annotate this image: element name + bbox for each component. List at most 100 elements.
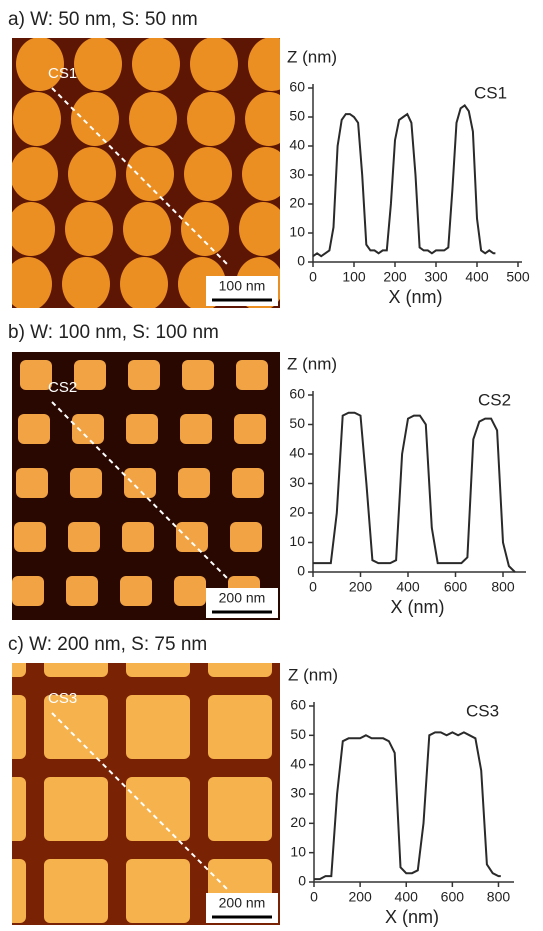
series-label: CS2: [478, 390, 511, 409]
y-tick-label: 50: [290, 726, 306, 742]
afm-feature: [14, 522, 46, 552]
afm-feature: [182, 360, 214, 390]
afm-image: CS1: [12, 38, 280, 308]
afm-feature: [12, 257, 52, 308]
afm-feature: [208, 695, 272, 759]
afm-feature: [12, 859, 26, 923]
x-axis-title: X (nm): [385, 907, 439, 927]
afm-feature: [12, 663, 26, 677]
series-label: CS3: [466, 701, 499, 720]
afm-feature: [232, 468, 264, 498]
afm-feature: [120, 257, 168, 308]
profile-line: [314, 731, 501, 881]
afm-feature: [44, 663, 108, 677]
afm-feature: [128, 360, 160, 390]
afm-feature: [68, 147, 116, 201]
x-axis-title: X (nm): [391, 597, 445, 617]
panel-title: c) W: 200 nm, S: 75 nm: [8, 634, 207, 655]
afm-feature: [12, 695, 26, 759]
x-tick-label: 800: [491, 579, 515, 595]
afm-feature: [16, 468, 48, 498]
afm-feature: [20, 360, 52, 390]
afm-feature: [66, 576, 98, 606]
afm-feature: [12, 202, 55, 256]
y-tick-label: 60: [289, 386, 305, 402]
x-tick-label: 0: [309, 269, 317, 285]
x-tick-label: 300: [424, 269, 448, 285]
afm-feature: [248, 38, 280, 91]
y-tick-label: 60: [289, 79, 305, 95]
afm-feature: [44, 695, 108, 759]
afm-feature: [126, 859, 190, 923]
afm-feature: [230, 522, 262, 552]
x-tick-label: 400: [396, 579, 420, 595]
afm-feature: [71, 92, 119, 146]
series-label: CS1: [474, 83, 507, 102]
afm-feature: [242, 147, 280, 201]
y-tick-label: 0: [297, 253, 305, 269]
y-tick-label: 40: [289, 137, 305, 153]
y-tick-label: 20: [289, 504, 305, 520]
y-tick-label: 40: [289, 445, 305, 461]
afm-feature: [123, 202, 171, 256]
scale-bar-label: 200 nm: [219, 895, 266, 911]
afm-feature: [236, 360, 268, 390]
afm-feature: [65, 202, 113, 256]
x-tick-label: 600: [444, 579, 468, 595]
afm-feature: [239, 202, 280, 256]
x-tick-label: 200: [383, 269, 407, 285]
afm-feature: [126, 147, 174, 201]
y-tick-label: 40: [290, 755, 306, 771]
afm-feature: [129, 92, 177, 146]
afm-feature: [178, 468, 210, 498]
afm-feature: [74, 38, 122, 91]
afm-feature: [16, 38, 64, 91]
afm-feature: [18, 414, 50, 444]
y-tick-label: 50: [289, 108, 305, 124]
x-tick-label: 0: [310, 889, 318, 905]
afm-feature: [12, 777, 26, 841]
afm-feature: [208, 663, 272, 677]
afm-feature: [234, 414, 266, 444]
afm-feature: [62, 257, 110, 308]
y-tick-label: 10: [289, 533, 305, 549]
cross-section-label: CS2: [48, 379, 77, 396]
afm-feature: [176, 522, 208, 552]
afm-feature: [44, 859, 108, 923]
cross-section-label: CS1: [48, 65, 77, 82]
afm-image: CS3: [12, 663, 280, 925]
x-tick-label: 500: [506, 269, 530, 285]
x-tick-label: 400: [465, 269, 489, 285]
afm-feature: [132, 38, 180, 91]
profile-line: [313, 411, 516, 573]
afm-feature: [126, 777, 190, 841]
x-tick-label: 800: [487, 889, 511, 905]
y-tick-label: 50: [289, 415, 305, 431]
panel-title: b) W: 100 nm, S: 100 nm: [8, 322, 219, 343]
afm-feature: [180, 414, 212, 444]
x-tick-label: 100: [342, 269, 366, 285]
y-axis-title: Z (nm): [287, 47, 337, 66]
afm-feature: [124, 468, 156, 498]
afm-feature: [74, 360, 106, 390]
afm-feature: [126, 414, 158, 444]
x-tick-label: 400: [395, 889, 419, 905]
x-tick-label: 600: [441, 889, 465, 905]
afm-feature: [12, 576, 44, 606]
afm-feature: [181, 202, 229, 256]
afm-feature: [187, 92, 235, 146]
afm-feature: [44, 777, 108, 841]
afm-feature: [184, 147, 232, 201]
afm-feature: [68, 522, 100, 552]
y-tick-label: 20: [290, 814, 306, 830]
afm-feature: [126, 695, 190, 759]
scale-bar-label: 100 nm: [219, 278, 266, 294]
y-tick-label: 60: [290, 697, 306, 713]
panel-title: a) W: 50 nm, S: 50 nm: [8, 9, 198, 30]
cross-section-label: CS3: [48, 690, 77, 707]
y-tick-label: 10: [290, 843, 306, 859]
afm-feature: [70, 468, 102, 498]
y-tick-label: 30: [289, 474, 305, 490]
afm-image: CS2: [12, 352, 280, 620]
